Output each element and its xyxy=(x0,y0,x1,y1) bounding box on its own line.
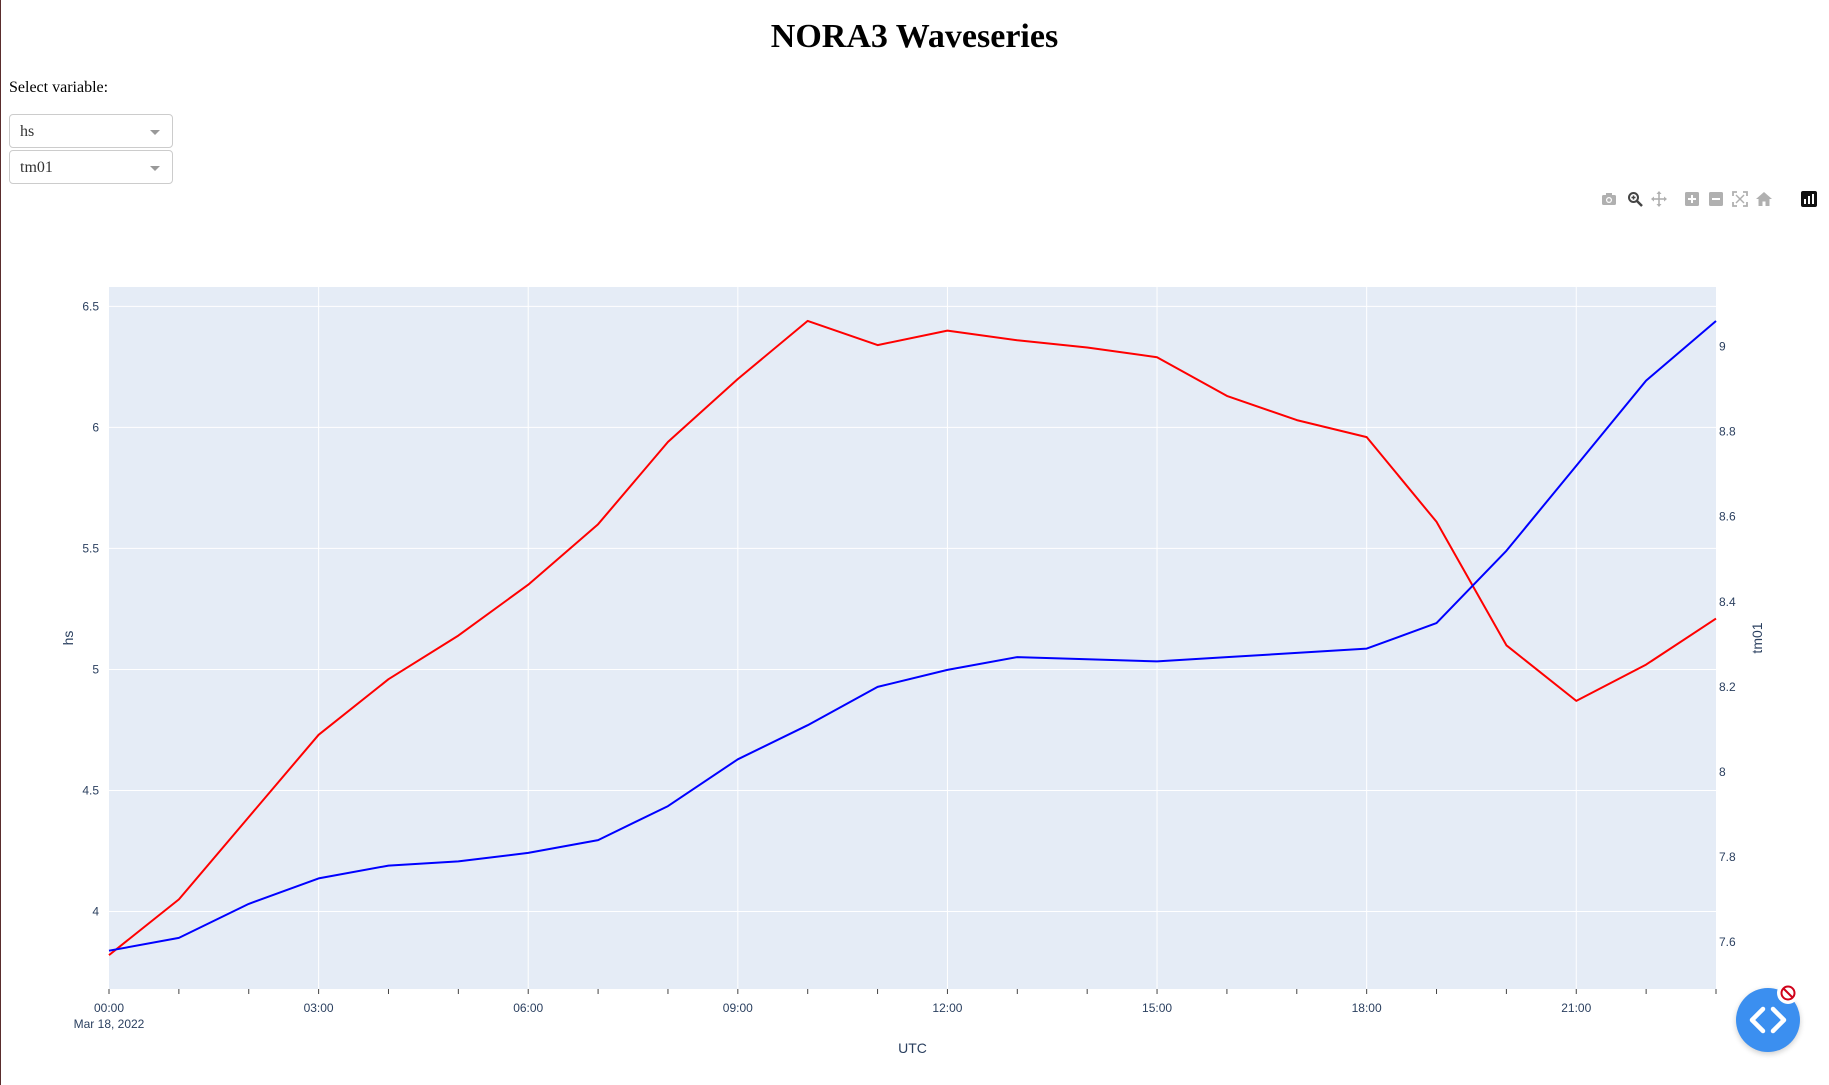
zoom-out-icon[interactable] xyxy=(1706,189,1726,209)
x-tick-label: 09:00 xyxy=(723,1001,753,1015)
chevron-down-icon[interactable] xyxy=(150,166,160,171)
x-tick-label: 03:00 xyxy=(304,1001,334,1015)
y-left-tick-label: 6 xyxy=(92,420,99,434)
y-left-tick-label: 4.5 xyxy=(82,784,99,798)
y-left-tick-label: 4 xyxy=(92,905,99,919)
series-line-tm01[interactable] xyxy=(108,320,1717,952)
code-toggle-button[interactable] xyxy=(1736,988,1800,1052)
x-tick-label: 21:00 xyxy=(1561,1001,1591,1015)
x-tick-label: 06:00 xyxy=(513,1001,543,1015)
y-right-axis-title: tm01 xyxy=(1749,622,1765,653)
y-left-tick-label: 5.5 xyxy=(82,541,99,555)
window-left-edge xyxy=(0,0,1,1085)
code-icon xyxy=(1749,1006,1787,1034)
chevron-down-icon[interactable] xyxy=(150,130,160,135)
x-tick-label: 18:00 xyxy=(1352,1001,1382,1015)
y-right-tick-label: 8.8 xyxy=(1719,425,1736,439)
x-tick-label: 00:00 xyxy=(94,1001,124,1015)
variable-dropdown-1[interactable]: hs xyxy=(9,114,173,148)
series-line-hs[interactable] xyxy=(108,319,1717,956)
zoom-icon[interactable] xyxy=(1625,189,1645,209)
y-right-tick-label: 8.4 xyxy=(1719,595,1736,609)
camera-icon[interactable] xyxy=(1599,189,1619,209)
variable-dropdown-2[interactable]: tm01 xyxy=(9,150,173,184)
zoom-in-icon[interactable] xyxy=(1682,189,1702,209)
x-tick-label: 12:00 xyxy=(932,1001,962,1015)
reset-axes-icon[interactable] xyxy=(1754,189,1774,209)
dropdown-2-value: tm01 xyxy=(20,159,53,176)
y-right-tick-label: 8.6 xyxy=(1719,510,1736,524)
pan-icon[interactable] xyxy=(1649,189,1669,209)
plot-background[interactable] xyxy=(109,287,1716,989)
y-left-tick-label: 5 xyxy=(92,662,99,676)
y-left-axis-title: hs xyxy=(60,631,76,646)
x-tick-label: 15:00 xyxy=(1142,1001,1172,1015)
y-right-tick-label: 7.8 xyxy=(1719,850,1736,864)
disabled-badge-icon[interactable] xyxy=(1777,982,1799,1004)
y-right-tick-label: 9 xyxy=(1719,340,1726,354)
y-right-tick-label: 8 xyxy=(1719,765,1726,779)
y-right-tick-label: 7.6 xyxy=(1719,935,1736,949)
plotly-logo-icon[interactable] xyxy=(1799,189,1819,209)
select-variable-label: Select variable: xyxy=(9,79,109,96)
y-left-tick-label: 6.5 xyxy=(82,299,99,313)
dropdown-1-value: hs xyxy=(20,123,35,140)
y-right-tick-label: 8.2 xyxy=(1719,680,1736,694)
x-axis-title: UTC xyxy=(898,1040,927,1056)
autoscale-icon[interactable] xyxy=(1730,189,1750,209)
page-title: NORA3 Waveseries xyxy=(770,18,1059,55)
x-date-label: Mar 18, 2022 xyxy=(74,1017,145,1031)
